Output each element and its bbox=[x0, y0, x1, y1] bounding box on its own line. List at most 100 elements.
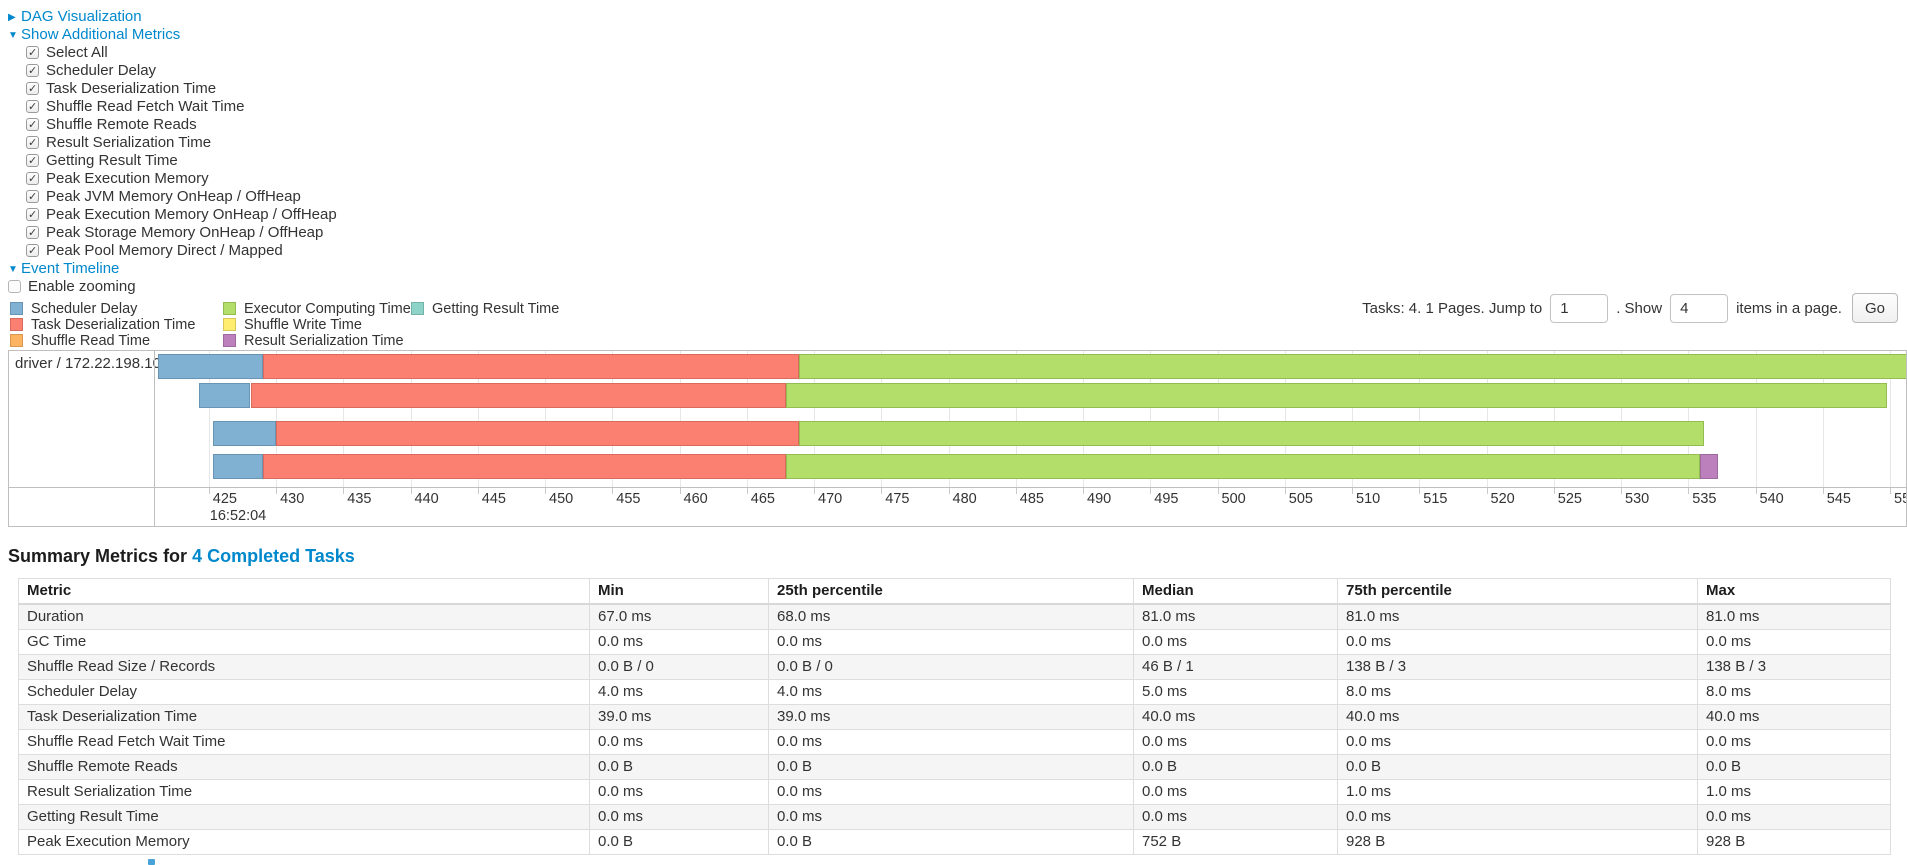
table-body: Duration 67.0 ms 68.0 ms 81.0 ms 81.0 ms 81.0… bbox=[18, 603, 1891, 855]
axis-tick-mark bbox=[1217, 488, 1219, 494]
axis-tick-mark bbox=[1352, 488, 1353, 494]
metric-name-cell: Getting Result Time bbox=[18, 804, 590, 830]
axis-tick-mark bbox=[1822, 488, 1824, 494]
checked-checkbox-icon[interactable] bbox=[26, 242, 39, 260]
metric-value-cell: 1.0 ms bbox=[1337, 779, 1698, 805]
axis-gridline bbox=[1688, 351, 1690, 487]
metric-checkbox-row: Shuffle Remote Reads bbox=[26, 116, 1907, 134]
task-bar-result-serialization-segment[interactable] bbox=[1700, 454, 1718, 479]
checked-checkbox-icon[interactable] bbox=[26, 116, 39, 134]
metric-value-cell: 0.0 B bbox=[589, 829, 769, 855]
checked-checkbox-icon[interactable] bbox=[26, 188, 39, 206]
axis-gridline bbox=[1553, 351, 1555, 487]
metric-checkbox-label[interactable]: Peak Execution Memory OnHeap / OffHeap bbox=[46, 206, 337, 223]
axis-gridline bbox=[881, 351, 883, 487]
checked-checkbox-icon[interactable] bbox=[26, 134, 39, 152]
checked-checkbox-icon[interactable] bbox=[26, 44, 39, 62]
metric-value-cell: 0.0 ms bbox=[768, 629, 1134, 655]
metric-value-cell: 0.0 ms bbox=[1697, 729, 1891, 755]
items-per-page-input[interactable] bbox=[1670, 293, 1729, 323]
metric-value-cell: 0.0 ms bbox=[1133, 779, 1338, 805]
dag-visualization-link[interactable]: DAG Visualization bbox=[21, 8, 142, 25]
metric-checkbox-label[interactable]: Result Serialization Time bbox=[46, 134, 212, 151]
axis-tick-mark bbox=[1284, 488, 1286, 494]
legend-label: Scheduler Delay bbox=[31, 301, 138, 317]
task-bar-task-deserialization-segment[interactable] bbox=[276, 421, 800, 446]
metric-checkbox-label[interactable]: Peak Storage Memory OnHeap / OffHeap bbox=[46, 224, 324, 241]
metric-checkbox-label[interactable]: Getting Result Time bbox=[46, 152, 178, 169]
metric-value-cell: 8.0 ms bbox=[1337, 679, 1698, 705]
task-bar-executor-computing-segment[interactable] bbox=[785, 383, 1888, 408]
task-bar-scheduler-delay-segment[interactable] bbox=[212, 421, 276, 446]
event-timeline-toggle[interactable]: ▼ Event Timeline bbox=[0, 260, 1907, 278]
checked-checkbox-icon[interactable] bbox=[26, 98, 39, 116]
show-additional-metrics-link[interactable]: Show Additional Metrics bbox=[21, 26, 181, 43]
task-bar-scheduler-delay-segment[interactable] bbox=[199, 383, 251, 408]
jump-to-page-input[interactable] bbox=[1550, 293, 1609, 323]
items-in-page-text: items in a page. bbox=[1736, 299, 1842, 317]
enable-zooming-checkbox[interactable] bbox=[8, 280, 21, 293]
axis-tick-mark bbox=[948, 488, 950, 494]
metric-value-cell: 81.0 ms bbox=[1133, 603, 1338, 630]
checked-checkbox-icon[interactable] bbox=[26, 80, 39, 98]
axis-tick-mark bbox=[1621, 488, 1622, 494]
axis-tick-label: 540 bbox=[1759, 491, 1784, 507]
go-button[interactable]: Go bbox=[1851, 293, 1898, 323]
checked-checkbox-icon[interactable] bbox=[26, 170, 39, 188]
metric-checkbox-label[interactable]: Peak Execution Memory bbox=[46, 170, 209, 187]
checked-checkbox-icon[interactable] bbox=[26, 206, 39, 224]
axis-gridline bbox=[612, 351, 614, 487]
metric-checkbox-label[interactable]: Select All bbox=[46, 44, 108, 61]
dag-visualization-toggle[interactable]: ▶ DAG Visualization bbox=[0, 8, 1907, 26]
metric-value-cell: 0.0 ms bbox=[1697, 629, 1891, 655]
timeline-axis: 425 430 435 440 445 450 455 460 465 470 475 480 485 4… bbox=[9, 488, 1906, 526]
task-bar-executor-computing-segment[interactable] bbox=[799, 354, 1906, 379]
show-additional-metrics-toggle[interactable]: ▼ Show Additional Metrics bbox=[0, 26, 1907, 44]
task-bar-task-deserialization-segment[interactable] bbox=[262, 354, 800, 379]
column-header: 75th percentile bbox=[1337, 578, 1698, 605]
axis-tick-label: 505 bbox=[1288, 491, 1313, 507]
metric-checkbox-label[interactable]: Peak Pool Memory Direct / Mapped bbox=[46, 242, 283, 259]
axis-tick-label: 450 bbox=[549, 491, 574, 507]
legend-label: Task Deserialization Time bbox=[31, 317, 196, 333]
axis-tick-mark bbox=[814, 488, 815, 494]
task-bar-scheduler-delay-segment[interactable] bbox=[157, 354, 263, 379]
task-bar-scheduler-delay-segment[interactable] bbox=[212, 454, 263, 479]
axis-gridline bbox=[1083, 351, 1084, 487]
checked-checkbox-icon[interactable] bbox=[26, 152, 39, 170]
axis-tick-mark bbox=[410, 488, 412, 494]
metric-value-cell: 68.0 ms bbox=[768, 603, 1134, 630]
metric-value-cell: 46 B / 1 bbox=[1133, 654, 1338, 680]
axis-gridline bbox=[1822, 351, 1824, 487]
task-bar-task-deserialization-segment[interactable] bbox=[262, 454, 786, 479]
checked-checkbox-icon[interactable] bbox=[26, 62, 39, 80]
task-bar-executor-computing-segment[interactable] bbox=[799, 421, 1705, 446]
axis-tick-mark bbox=[1688, 488, 1690, 494]
metric-checkbox-row: Peak Execution Memory OnHeap / OffHeap bbox=[26, 206, 1907, 224]
metric-checkbox-label[interactable]: Task Deserialization Time bbox=[46, 80, 217, 97]
axis-tick-mark bbox=[1890, 488, 1891, 494]
checked-checkbox-icon[interactable] bbox=[26, 224, 39, 242]
axis-tick-mark bbox=[1755, 488, 1757, 494]
metric-checkbox-label[interactable]: Shuffle Remote Reads bbox=[46, 116, 197, 133]
enable-zooming-label: Enable zooming bbox=[28, 278, 136, 295]
task-bar-task-deserialization-segment[interactable] bbox=[250, 383, 786, 408]
metric-checkbox-label[interactable]: Shuffle Read Fetch Wait Time bbox=[46, 98, 245, 115]
axis-tick-label: 535 bbox=[1692, 491, 1717, 507]
metric-value-cell: 0.0 ms bbox=[1337, 804, 1698, 830]
axis-gridline bbox=[1150, 351, 1152, 487]
axis-tick-mark bbox=[1553, 488, 1555, 494]
metric-checkbox-row: Result Serialization Time bbox=[26, 134, 1907, 152]
column-header: Metric bbox=[18, 578, 590, 605]
metric-value-cell: 0.0 ms bbox=[589, 804, 769, 830]
table-row: Shuffle Read Size / Records 0.0 B / 0 0.0 … bbox=[18, 654, 1891, 680]
metric-checkbox-label[interactable]: Scheduler Delay bbox=[46, 62, 157, 79]
axis-tick-label: 430 bbox=[280, 491, 305, 507]
completed-tasks-link[interactable]: 4 Completed Tasks bbox=[192, 546, 355, 566]
metric-checkbox-label[interactable]: Peak JVM Memory OnHeap / OffHeap bbox=[46, 188, 301, 205]
event-timeline-link[interactable]: Event Timeline bbox=[21, 260, 120, 277]
task-bar-executor-computing-segment[interactable] bbox=[785, 454, 1701, 479]
metric-value-cell: 0.0 ms bbox=[768, 729, 1134, 755]
axis-tick-label: 475 bbox=[885, 491, 910, 507]
